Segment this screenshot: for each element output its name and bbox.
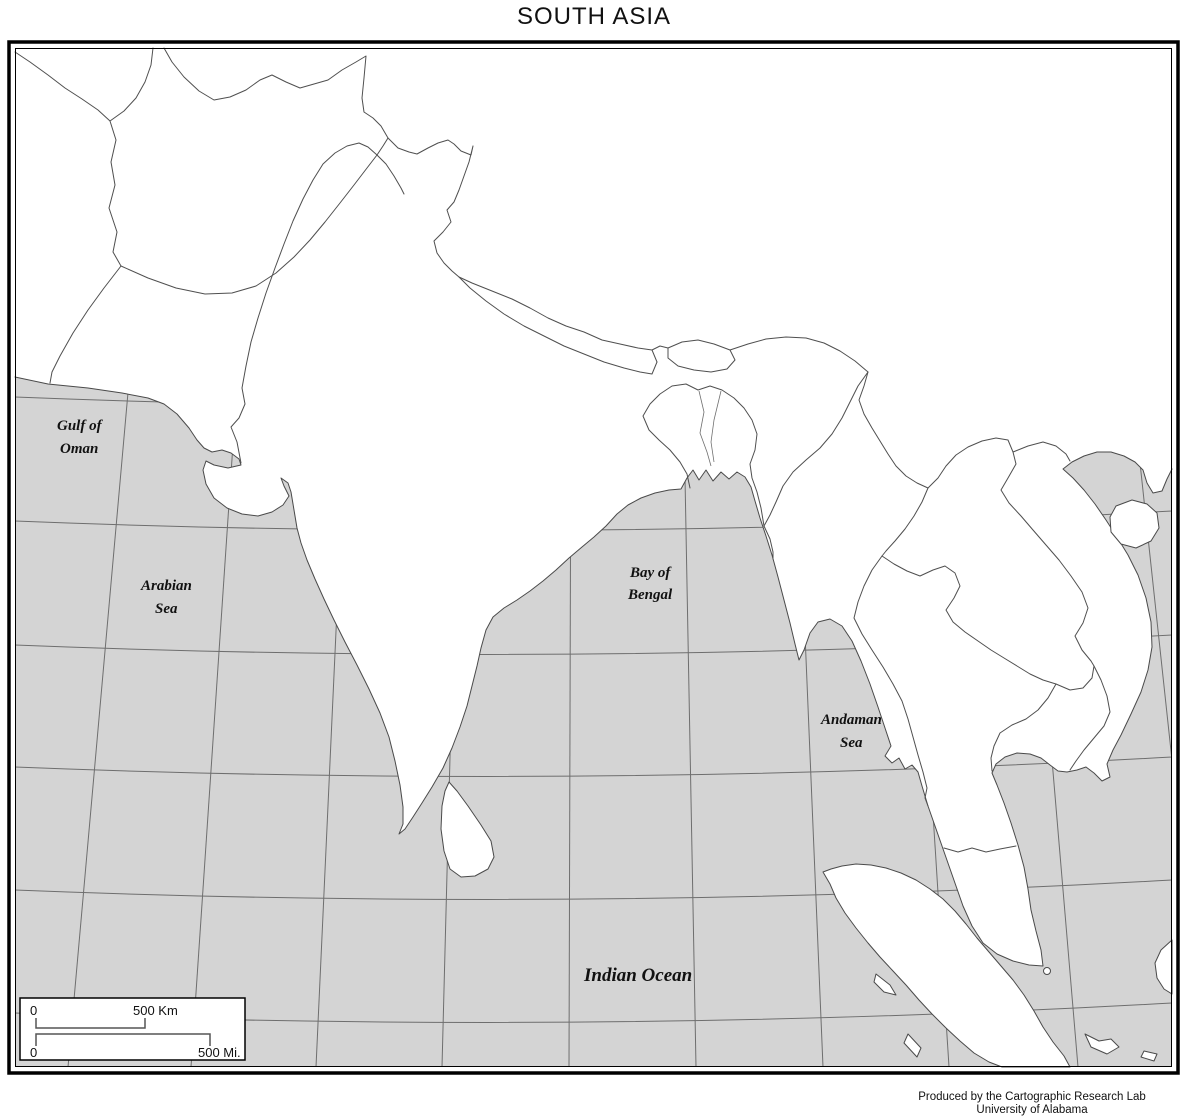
label-andaman-sea-line1: Andaman [820,712,882,728]
border-bangladesh-myanmar [763,525,774,560]
label-arabian-sea-line1: Arabian [140,578,192,594]
map-outer-frame [7,40,1180,1075]
border-china-myanmar [858,371,929,489]
label-bay-of-bengal-line1: Bay of [629,565,672,581]
island-sri-lanka [440,781,495,878]
border-china-laos [927,437,1014,489]
scale-mi-end: 500 Mi. [198,1045,241,1060]
scale-mi-start: 0 [30,1045,37,1060]
island-small-west-sumatra-2 [903,1033,922,1058]
page-title: SOUTH ASIA [517,3,671,30]
label-gulf-of-oman-line2: Oman [60,441,98,457]
border-china-vietnam [1012,441,1071,462]
scale-bar: 0 500 Km 0 500 Mi. [19,997,246,1061]
border-thailand-malaysia [943,845,1017,853]
border-turkmenistan [109,47,154,122]
scale-km-start: 0 [30,1003,37,1018]
river-ganges-delta-2 [710,390,722,463]
country-borders [14,47,1111,853]
border-laos-vietnam [1000,451,1095,667]
map-inner-frame [15,48,1172,1067]
island-singapore [1043,967,1051,975]
border-iran-afghanistan [14,51,122,267]
border-nepal-north [458,276,658,363]
coastline [14,376,1173,967]
island-bangka-1 [1084,1033,1120,1055]
sea-labels: Gulf of Oman Arabian Sea Bay of Bengal A… [57,418,882,986]
label-andaman-sea-line2: Sea [840,735,863,751]
island-small-west-sumatra-1 [873,973,897,996]
border-india-myanmar [763,371,869,527]
islands [440,499,1173,1068]
border-myanmar-thailand [853,555,929,807]
label-indian-ocean: Indian Ocean [583,965,692,986]
credit-line2: University of Alabama [976,1104,1088,1116]
label-arabian-sea-line2: Sea [155,601,178,617]
border-nepal-south [458,276,658,375]
island-sumatra [822,863,1071,1068]
island-hainan [1109,499,1160,549]
scale-km-bracket [35,1018,146,1029]
border-bangladesh-india [642,383,765,527]
scale-bar-box [19,997,246,1061]
island-bangka-2 [1140,1050,1158,1062]
border-vietnam-cambodia [1069,665,1111,771]
river-ganges-delta-1 [698,390,712,467]
label-gulf-of-oman-line1: Gulf of [57,418,104,434]
border-myanmar-laos [881,487,929,557]
border-pakistan-india [230,142,405,464]
border-laos-thailand [881,555,1057,685]
border-afghanistan-north [163,47,474,278]
border-iran-pakistan [49,265,122,384]
scale-mi-bracket [35,1033,211,1046]
credit-line1: Produced by the Cartographic Research La… [918,1091,1146,1103]
label-bay-of-bengal-line2: Bengal [627,587,673,603]
border-sikkim-bhutan-china [651,336,869,373]
border-laos-cambodia [1055,665,1095,691]
credit: Produced by the Cartographic Research La… [918,1091,1146,1116]
border-bhutan-south [667,347,736,373]
border-thailand-cambodia [990,683,1057,772]
border-durand-line [120,137,389,295]
scale-km-end: 500 Km [133,1003,178,1018]
